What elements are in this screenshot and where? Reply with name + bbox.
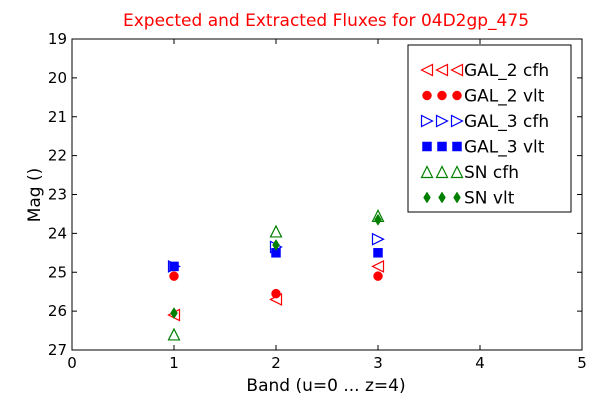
- legend-marker-gal-2-vlt: [452, 90, 462, 101]
- y-tick-label: 20: [48, 69, 67, 87]
- y-tick-label: 21: [48, 108, 67, 126]
- data-point-gal-2-vlt: [169, 271, 179, 281]
- x-tick-label: 3: [373, 354, 383, 372]
- legend-marker-sn-cfh: [435, 165, 449, 179]
- legend-marker-gal-3-cfh: [420, 114, 434, 128]
- legend-label-gal-2-cfh: GAL_2 cfh: [464, 61, 549, 81]
- legend-label-gal-3-vlt: GAL_3 vlt: [464, 138, 545, 158]
- chart-title: Expected and Extracted Fluxes for 04D2gp…: [123, 11, 529, 31]
- y-tick-label: 19: [48, 30, 67, 48]
- y-tick-label: 25: [48, 263, 67, 281]
- x-tick-label: 1: [169, 354, 179, 372]
- legend-marker-gal-2-cfh: [435, 63, 449, 77]
- legend-label-sn-vlt: SN vlt: [464, 189, 515, 209]
- data-point-gal-3-vlt: [373, 248, 383, 258]
- legend-marker-sn-vlt: [453, 191, 461, 204]
- legend-marker-gal-2-cfh: [450, 63, 464, 77]
- data-point-sn-vlt: [170, 307, 178, 320]
- y-tick-label: 26: [48, 302, 67, 320]
- legend-marker-sn-cfh: [450, 165, 464, 179]
- legend-marker-gal-3-cfh: [450, 114, 464, 128]
- y-tick-label: 23: [48, 186, 67, 204]
- legend-label-gal-2-vlt: GAL_2 vlt: [464, 87, 545, 107]
- y-tick-label: 27: [48, 341, 67, 359]
- data-point-gal-2-vlt: [271, 288, 281, 299]
- data-points: [167, 209, 385, 341]
- legend-marker-gal-3-cfh: [435, 114, 449, 128]
- y-tick-label: 24: [48, 224, 67, 242]
- x-tick-label: 0: [67, 354, 77, 372]
- legend-marker-sn-vlt: [423, 191, 431, 204]
- legend-box: [407, 44, 572, 213]
- legend-marker-sn-vlt: [438, 191, 446, 204]
- legend-label-gal-3-cfh: GAL_3 cfh: [464, 112, 549, 132]
- data-point-sn-vlt: [272, 239, 280, 252]
- legend-marker-sn-cfh: [420, 165, 434, 179]
- x-tick-label: 4: [475, 354, 485, 372]
- legend-marker-gal-3-vlt: [437, 141, 447, 152]
- axis-ticks: [71, 38, 583, 351]
- legend-marker-gal-3-vlt: [452, 141, 462, 152]
- data-point-sn-vlt: [374, 213, 382, 226]
- legend-marker-gal-2-cfh: [420, 63, 434, 77]
- legend-marker-gal-2-vlt: [437, 90, 447, 101]
- x-tick-label: 5: [577, 354, 587, 372]
- data-point-gal-3-cfh: [371, 232, 385, 246]
- data-point-gal-3-vlt: [169, 261, 179, 272]
- data-point-gal-2-cfh: [371, 259, 385, 273]
- data-point-gal-2-vlt: [373, 271, 383, 281]
- legend-label-sn-cfh: SN cfh: [464, 163, 519, 183]
- legend: GAL_2 cfh GAL_2 vlt GAL_3 cfh GAL_3 vlt SN c…: [407, 44, 572, 213]
- y-axis-label: Mag (): [25, 168, 45, 223]
- data-point-sn-cfh: [167, 327, 181, 341]
- legend-marker-gal-3-vlt: [422, 141, 432, 152]
- legend-marker-gal-2-vlt: [422, 90, 432, 101]
- x-axis-label: Band (u=0 ... z=4): [246, 376, 405, 396]
- y-tick-label: 22: [48, 147, 67, 165]
- x-tick-label: 2: [271, 354, 281, 372]
- data-point-sn-cfh: [269, 224, 283, 238]
